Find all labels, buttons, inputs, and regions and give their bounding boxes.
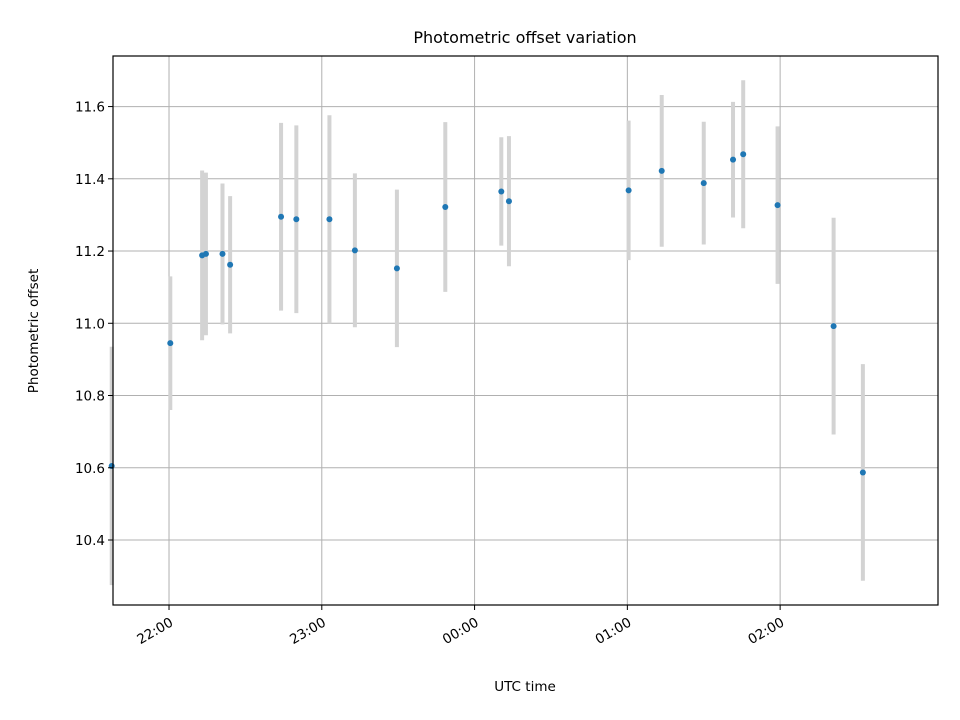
x-axis-ticks: 22:00 23:00 00:00 01:00 02:00 xyxy=(134,605,787,648)
x-tick-label: 01:00 xyxy=(593,615,635,648)
data-point xyxy=(442,203,449,210)
y-tick-label: 10.6 xyxy=(75,461,105,477)
y-axis-label: Photometric offset xyxy=(26,269,42,393)
data-point xyxy=(658,167,665,174)
y-tick-label: 10.4 xyxy=(75,533,105,549)
data-point xyxy=(730,156,737,163)
data-point xyxy=(859,469,866,476)
data-point xyxy=(625,187,632,194)
y-tick-label: 10.8 xyxy=(75,389,105,405)
data-point xyxy=(498,188,505,195)
data-point xyxy=(351,247,358,254)
data-point xyxy=(774,202,781,209)
y-axis-ticks: 10.4 10.6 10.8 11.0 11.2 11.4 11.6 xyxy=(75,100,113,549)
data-point xyxy=(326,216,333,223)
data-point xyxy=(219,250,226,257)
data-point xyxy=(393,265,400,272)
data-points xyxy=(108,151,866,476)
data-point xyxy=(293,216,300,223)
y-tick-label: 11.0 xyxy=(75,316,105,332)
chart-title: Photometric offset variation xyxy=(413,28,636,47)
x-tick-label: 00:00 xyxy=(440,615,482,648)
data-point xyxy=(700,180,707,187)
x-tick-label: 02:00 xyxy=(745,615,787,648)
y-tick-label: 11.4 xyxy=(75,172,105,188)
grid xyxy=(113,56,938,605)
data-point xyxy=(227,261,234,268)
data-point xyxy=(740,151,747,158)
data-point xyxy=(202,250,209,257)
data-point xyxy=(278,213,285,220)
error-bars xyxy=(109,80,865,586)
x-tick-label: 22:00 xyxy=(134,615,176,648)
x-tick-label: 23:00 xyxy=(287,615,329,648)
plot-frame xyxy=(112,55,939,606)
y-tick-label: 11.2 xyxy=(75,244,105,260)
data-point xyxy=(505,198,512,205)
data-point xyxy=(830,323,837,330)
data-point xyxy=(167,340,174,347)
x-axis-label: UTC time xyxy=(494,679,556,695)
y-tick-label: 11.6 xyxy=(75,100,105,116)
